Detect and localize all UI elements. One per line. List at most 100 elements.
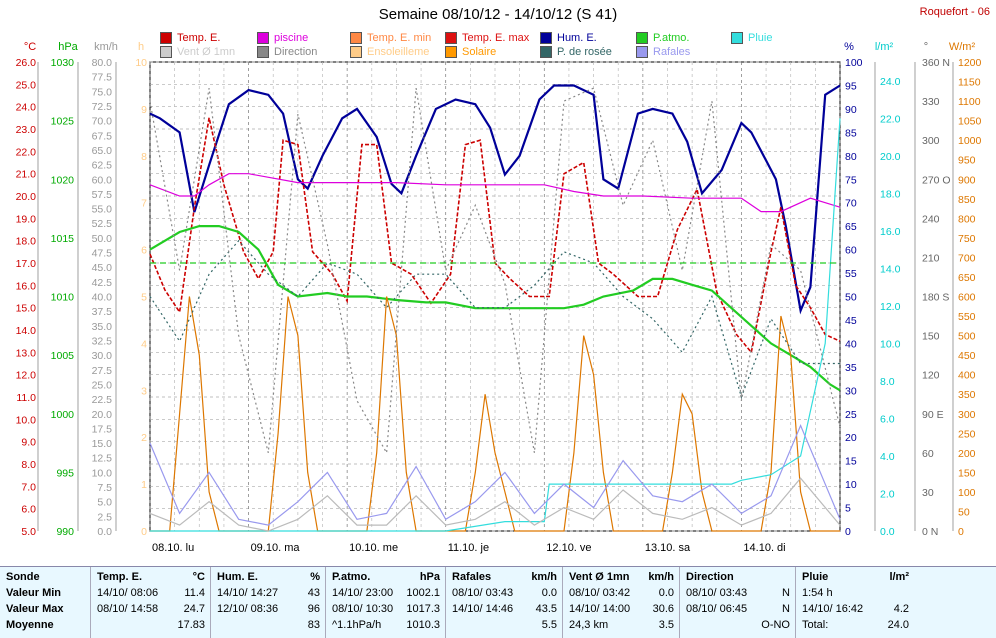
summary-cell: 08/10/ 03:43 0.0: [452, 587, 557, 599]
tick-rain: 2.0: [880, 488, 895, 500]
summary-column: Direction 08/10/ 03:43 N 08/10/ 06:45 N O-NO: [679, 567, 796, 638]
tick-hum: 40: [845, 338, 857, 350]
legend-item: P.atmo.: [636, 32, 690, 44]
tick-solar: 400: [958, 370, 976, 382]
tick-dir: 0 N: [922, 526, 938, 538]
tick-solar: 0: [958, 526, 964, 538]
summary-cell: 1:54 h: [802, 587, 833, 599]
tick-sun: 3: [141, 385, 147, 397]
tick-temp: 10.0: [16, 414, 37, 426]
tick-solar: 200: [958, 448, 976, 460]
tick-wind: 10.0: [92, 467, 113, 479]
summary-cell: 14/10/ 14:46 43.5: [452, 603, 557, 615]
tick-wind: 67.5: [92, 130, 113, 142]
tick-rain: 22.0: [880, 113, 901, 125]
tick-wind: 45.0: [92, 262, 113, 274]
tick-temp: 19.0: [16, 213, 37, 225]
tick-hum: 70: [845, 198, 857, 210]
summary-column: Rafales km/h 08/10/ 03:43 0.0 14/10/ 14:46 43…: [445, 567, 563, 638]
tick-solar: 50: [958, 506, 970, 518]
series-direction: [149, 87, 841, 455]
tick-solar: 300: [958, 409, 976, 421]
tick-rain: 14.0: [880, 263, 901, 275]
tick-pres: 1030: [51, 57, 75, 69]
tick-wind: 52.5: [92, 218, 113, 230]
summary-column-header: P.atmo. hPa: [332, 571, 440, 583]
summary-cell: O-NO: [761, 619, 790, 631]
summary-column-header: Pluie l/m²: [802, 571, 909, 583]
tick-sun: 5: [141, 292, 147, 304]
tick-dir: 210: [922, 252, 940, 264]
tick-sun: 7: [141, 198, 147, 210]
tick-solar: 250: [958, 428, 976, 440]
tick-sun: 0: [141, 526, 147, 538]
tick-solar: 900: [958, 174, 976, 186]
tick-rain: 8.0: [880, 376, 895, 388]
tick-temp: 22.0: [16, 146, 37, 158]
tick-wind: 20.0: [92, 409, 113, 421]
legend-swatch: [731, 32, 743, 44]
summary-cell: ^1.1hPa/h 1010.3: [332, 619, 440, 631]
axis-label-dir: °: [924, 41, 928, 53]
x-tick-label: 10.10. me: [349, 542, 398, 554]
tick-temp: 18.0: [16, 236, 37, 248]
tick-solar: 1100: [958, 96, 981, 108]
tick-hum: 90: [845, 104, 857, 116]
tick-wind: 32.5: [92, 335, 113, 347]
legend-swatch: [160, 46, 172, 58]
tick-dir: 300: [922, 135, 940, 147]
tick-sun: 10: [135, 57, 147, 69]
legend-item: Solaire: [445, 46, 496, 58]
legend-swatch: [540, 46, 552, 58]
tick-rain: 10.0: [880, 338, 901, 350]
legend-label: Temp. E. min: [367, 32, 432, 44]
tick-wind: 37.5: [92, 306, 113, 318]
x-tick-label: 09.10. ma: [251, 542, 301, 554]
tick-dir: 150: [922, 331, 940, 343]
summary-cell: 12/10/ 08:36 96: [217, 603, 320, 615]
tick-dir: 180 S: [922, 292, 949, 304]
tick-rain: 6.0: [880, 413, 895, 425]
summary-column-header: Direction: [686, 571, 734, 583]
tick-dir: 60: [922, 448, 934, 460]
legend-label: Pluie: [748, 32, 773, 44]
summary-column-header: Temp. E. °C: [97, 571, 205, 583]
tick-solar: 650: [958, 272, 976, 284]
tick-temp: 7.0: [21, 481, 36, 493]
summary-cell: 08/10/ 06:45 N: [686, 603, 790, 615]
x-tick-label: 08.10. lu: [152, 542, 194, 554]
series-piscine: [149, 173, 841, 213]
tick-hum: 5: [845, 503, 851, 515]
tick-solar: 550: [958, 311, 976, 323]
tick-temp: 15.0: [16, 303, 37, 315]
legend-swatch: [350, 46, 362, 58]
tick-temp: 5.0: [21, 526, 36, 538]
tick-dir: 270 O: [922, 174, 951, 186]
tick-hum: 55: [845, 268, 857, 280]
legend-label: Direction: [274, 46, 318, 58]
legend-item: Pluie: [731, 32, 772, 44]
tick-wind: 50.0: [92, 233, 113, 245]
tick-hum: 85: [845, 127, 857, 139]
legend-item: Temp. E. min: [350, 32, 431, 44]
tick-rain: 16.0: [880, 226, 901, 238]
legend-item: Temp. E. max: [445, 32, 529, 44]
tick-pres: 995: [56, 467, 74, 479]
summary-column: P.atmo. hPa 14/10/ 23:00 1002.1 08/10/ 10:30…: [325, 567, 446, 638]
tick-rain: 24.0: [880, 76, 901, 88]
tick-hum: 75: [845, 174, 857, 186]
tick-solar: 700: [958, 252, 976, 264]
summary-cell: 14/10/ 23:00 1002.1: [332, 587, 440, 599]
tick-wind: 12.5: [92, 453, 113, 465]
series-p-atmo-: [149, 225, 841, 392]
axis-label-rain: l/m²: [875, 41, 894, 53]
legend-label: Rafales: [653, 46, 691, 58]
legend-item: Vent Ø 1mn: [160, 46, 235, 58]
tick-rain: 4.0: [880, 451, 895, 463]
tick-wind: 62.5: [92, 160, 113, 172]
tick-rain: 12.0: [880, 301, 901, 313]
tick-wind: 75.0: [92, 86, 113, 98]
tick-sun: 6: [141, 245, 147, 257]
summary-cell: 17.83: [177, 619, 205, 631]
weather-chart: 5.06.07.08.09.010.011.012.013.014.015.01…: [16, 41, 982, 554]
